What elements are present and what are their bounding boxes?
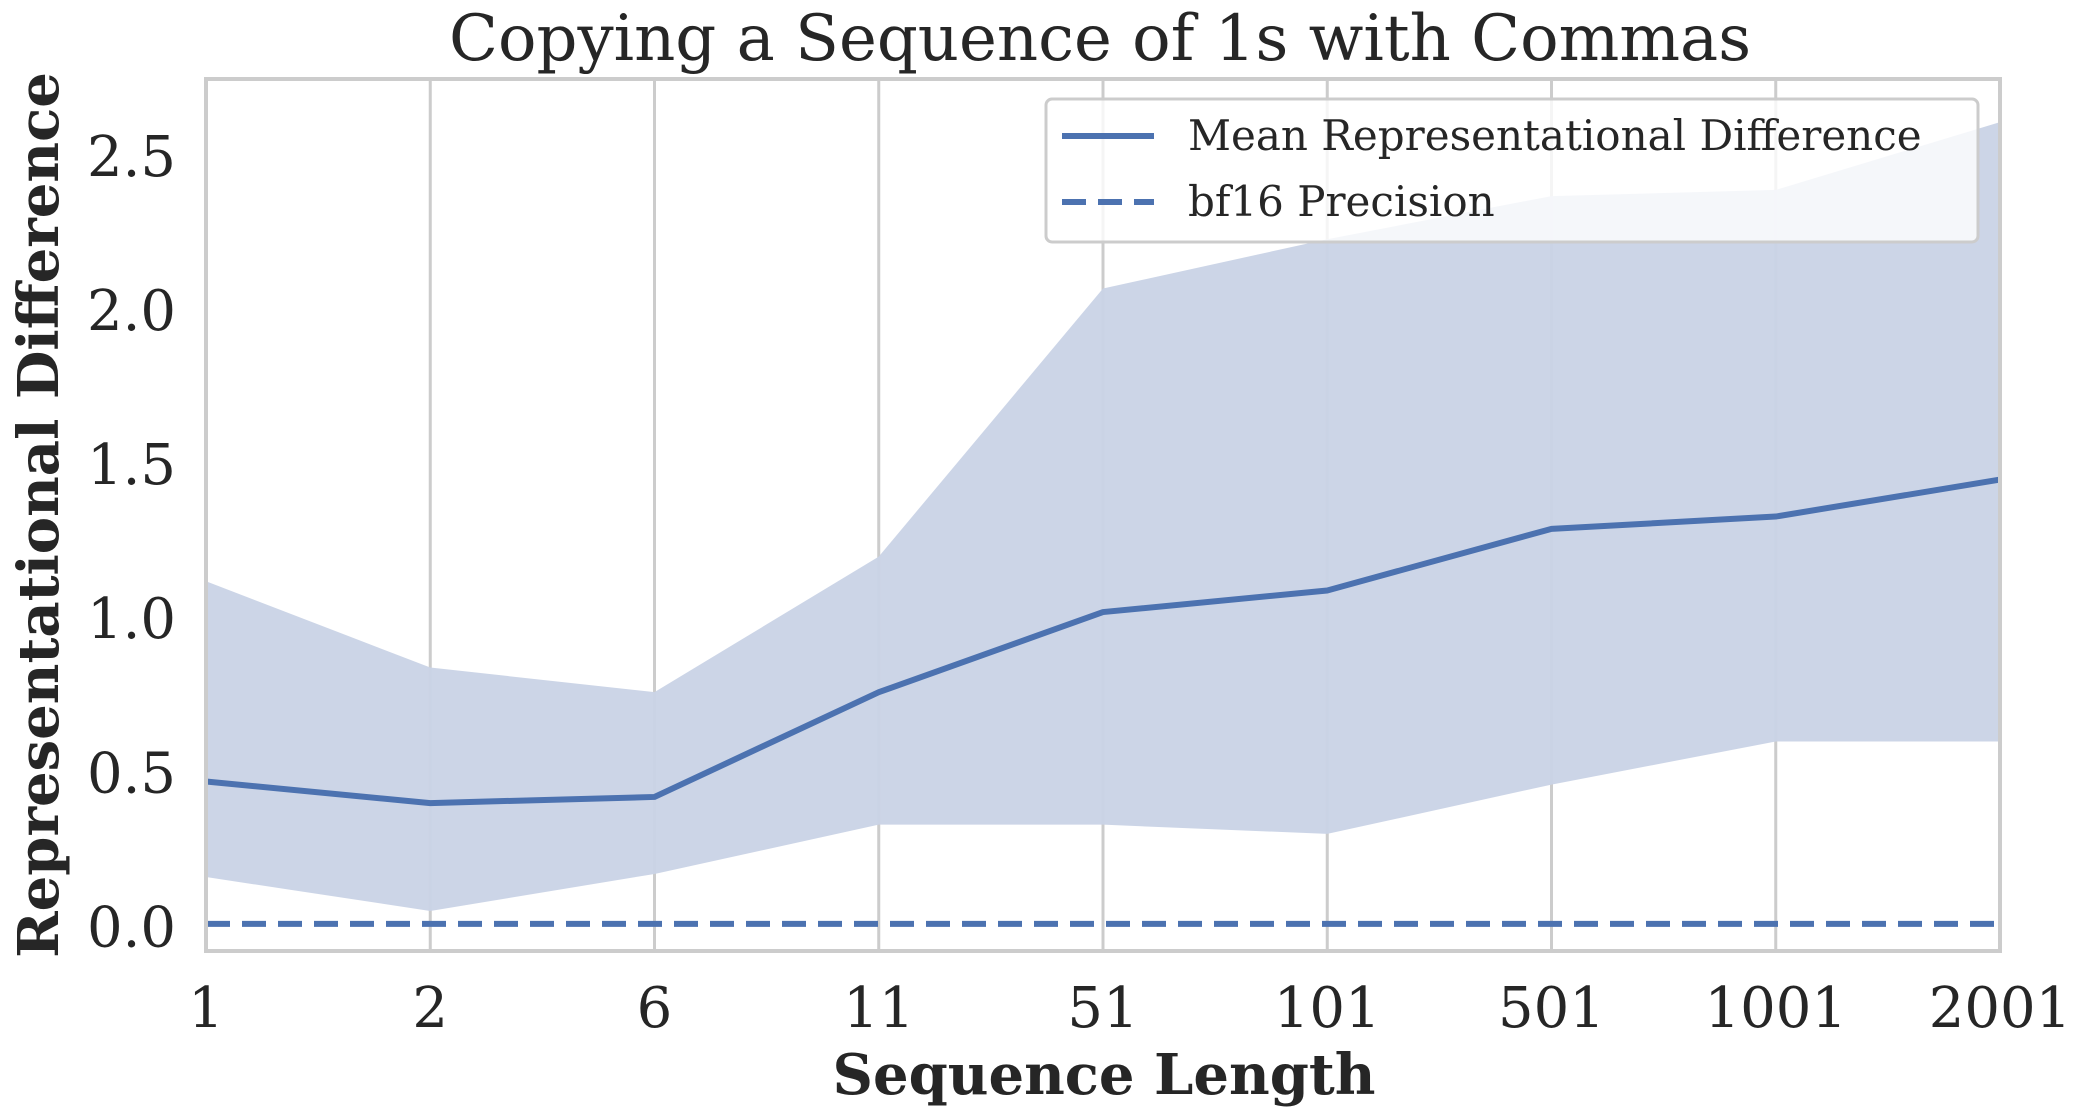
x-tick-label: 501 [1498, 976, 1605, 1041]
y-tick-labels: 0.0 0.5 1.0 1.5 2.0 2.5 [87, 125, 176, 960]
y-tick-label: 2.0 [87, 279, 176, 344]
legend: Mean Representational Difference bf16 Pre… [1044, 97, 1980, 244]
x-tick-label: 11 [843, 976, 914, 1041]
y-axis-label: Representational Difference [6, 72, 72, 958]
legend-label-mean: Mean Representational Difference [1188, 111, 1922, 160]
x-tick-label: 2001 [1929, 976, 2072, 1041]
x-tick-label: 6 [637, 976, 673, 1041]
x-tick-label: 2 [412, 976, 448, 1041]
x-tick-labels: 1 2 6 11 51 101 501 1001 2001 [188, 976, 2071, 1041]
chart-title: Copying a Sequence of 1s with Commas [449, 2, 1751, 76]
x-tick-label: 51 [1067, 976, 1138, 1041]
legend-box [1044, 97, 1980, 244]
x-tick-label: 101 [1274, 976, 1381, 1041]
series-lines-layer [205, 476, 2001, 927]
x-axis-label: Sequence Length [833, 1042, 1376, 1108]
confidence-band-layer [206, 122, 2000, 911]
x-tick-label: 1 [188, 976, 224, 1041]
confidence-band [206, 122, 2000, 911]
y-tick-label: 1.0 [87, 587, 176, 652]
x-tick-label: 1001 [1704, 976, 1847, 1041]
y-tick-label: 0.0 [87, 895, 176, 960]
plot-frame [204, 77, 2002, 953]
y-tick-label: 0.5 [87, 741, 176, 806]
series-line-mean [205, 476, 2001, 807]
y-tick-label: 2.5 [87, 125, 176, 190]
y-tick-label: 1.5 [87, 433, 176, 498]
legend-label-bf16: bf16 Precision [1188, 177, 1495, 226]
